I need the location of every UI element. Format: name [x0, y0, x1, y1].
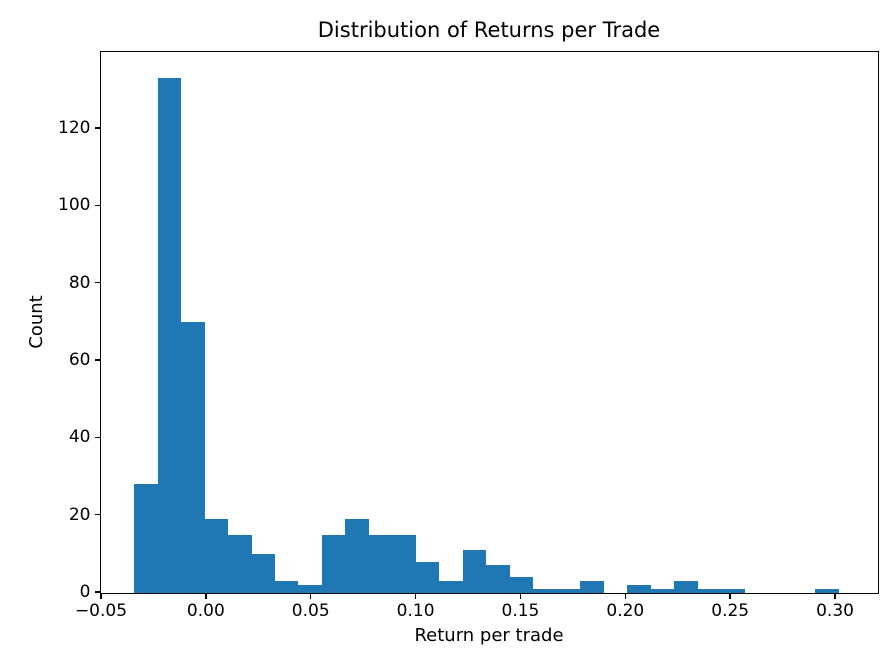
- y-tick-mark: [94, 513, 100, 516]
- histogram-bar: [228, 534, 252, 593]
- histogram-bar: [627, 584, 651, 593]
- x-tick-label: 0.30: [816, 601, 854, 621]
- x-tick-mark: [834, 593, 836, 599]
- x-tick-label: 0.20: [606, 601, 645, 621]
- x-tick-label: 0.00: [186, 601, 225, 621]
- x-tick-mark: [519, 593, 522, 599]
- histogram-bar: [321, 534, 346, 593]
- x-tick-mark: [309, 593, 312, 599]
- x-axis-label: Return per trade: [414, 625, 564, 646]
- y-tick-mark: [94, 281, 100, 284]
- y-tick-label: 120: [58, 117, 91, 138]
- x-tick-label: −0.05: [74, 601, 128, 621]
- y-tick-mark: [94, 127, 100, 129]
- y-tick-label: 80: [68, 272, 91, 293]
- y-tick-mark: [94, 204, 100, 207]
- y-tick-mark: [94, 359, 100, 361]
- y-tick-mark: [94, 436, 100, 439]
- histogram-bar: [556, 588, 581, 593]
- x-tick-label: 0.10: [396, 601, 435, 621]
- y-tick-label: 60: [68, 349, 91, 370]
- chart-title: Distribution of Returns per Trade: [317, 18, 661, 42]
- histogram-bar: [274, 580, 299, 593]
- plot-area: [99, 50, 879, 594]
- histogram-bar: [368, 534, 393, 593]
- histogram-bar: [533, 588, 557, 593]
- histogram-bar: [650, 588, 675, 593]
- histogram-bar: [392, 534, 416, 593]
- x-tick-mark: [729, 593, 731, 599]
- y-tick-label: 0: [79, 582, 91, 602]
- histogram-bar: [697, 588, 722, 593]
- x-tick-label: 0.05: [291, 601, 330, 621]
- x-tick-mark: [100, 593, 102, 599]
- x-tick-label: 0.15: [501, 601, 540, 621]
- histogram-bar: [439, 580, 463, 593]
- y-axis-label: Count: [26, 295, 47, 349]
- histogram-bar: [345, 519, 369, 593]
- histogram-bar: [298, 584, 322, 593]
- x-tick-mark: [624, 593, 627, 599]
- histogram-bar: [415, 561, 440, 593]
- histogram-bar: [181, 321, 205, 593]
- histogram-bar: [204, 519, 228, 593]
- histogram-bar: [815, 588, 839, 593]
- histogram-bar: [509, 577, 534, 593]
- histogram-bar: [580, 580, 604, 593]
- histogram-bar: [674, 580, 698, 593]
- histogram-bar: [251, 553, 275, 593]
- y-tick-label: 100: [58, 195, 91, 216]
- histogram-bar: [486, 565, 510, 593]
- x-tick-label: 0.25: [711, 601, 750, 621]
- histogram-bar: [134, 484, 158, 593]
- y-tick-label: 40: [68, 427, 91, 448]
- histogram-bar: [462, 549, 487, 593]
- histogram-bar: [721, 588, 745, 593]
- x-tick-mark: [205, 593, 207, 599]
- histogram-bar: [157, 78, 182, 593]
- y-tick-mark: [94, 591, 100, 593]
- y-tick-label: 20: [68, 504, 91, 525]
- x-tick-mark: [414, 593, 417, 599]
